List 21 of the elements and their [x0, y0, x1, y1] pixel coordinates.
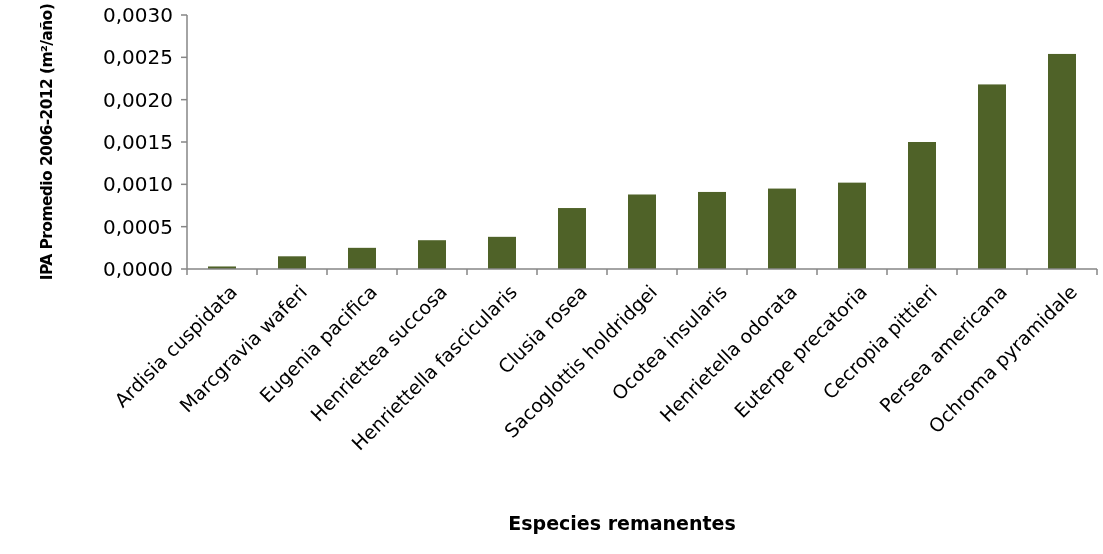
bar	[278, 256, 306, 269]
bar	[698, 191, 726, 269]
y-tick-label: 0,0030	[103, 3, 173, 27]
bar	[768, 188, 796, 269]
bar	[1048, 53, 1076, 269]
y-tick-label: 0,0005	[103, 214, 173, 239]
bar	[978, 84, 1006, 269]
y-tick-label: 0,0015	[103, 130, 173, 154]
x-axis-title: Especies remanentes	[508, 512, 736, 534]
y-tick-label: 0,0000	[103, 257, 173, 281]
bar	[558, 208, 586, 269]
bar	[908, 142, 936, 269]
y-tick-label: 0,0020	[103, 87, 173, 112]
bar	[488, 236, 516, 269]
bar	[628, 194, 656, 269]
y-tick-label: 0,0010	[103, 172, 173, 197]
bar	[348, 247, 376, 269]
y-tick-label: 0,0025	[103, 45, 173, 70]
y-axis-title: IPA Promedio 2006-2012 (m²/año)	[38, 3, 56, 281]
bar	[418, 240, 446, 269]
bar	[838, 182, 866, 269]
